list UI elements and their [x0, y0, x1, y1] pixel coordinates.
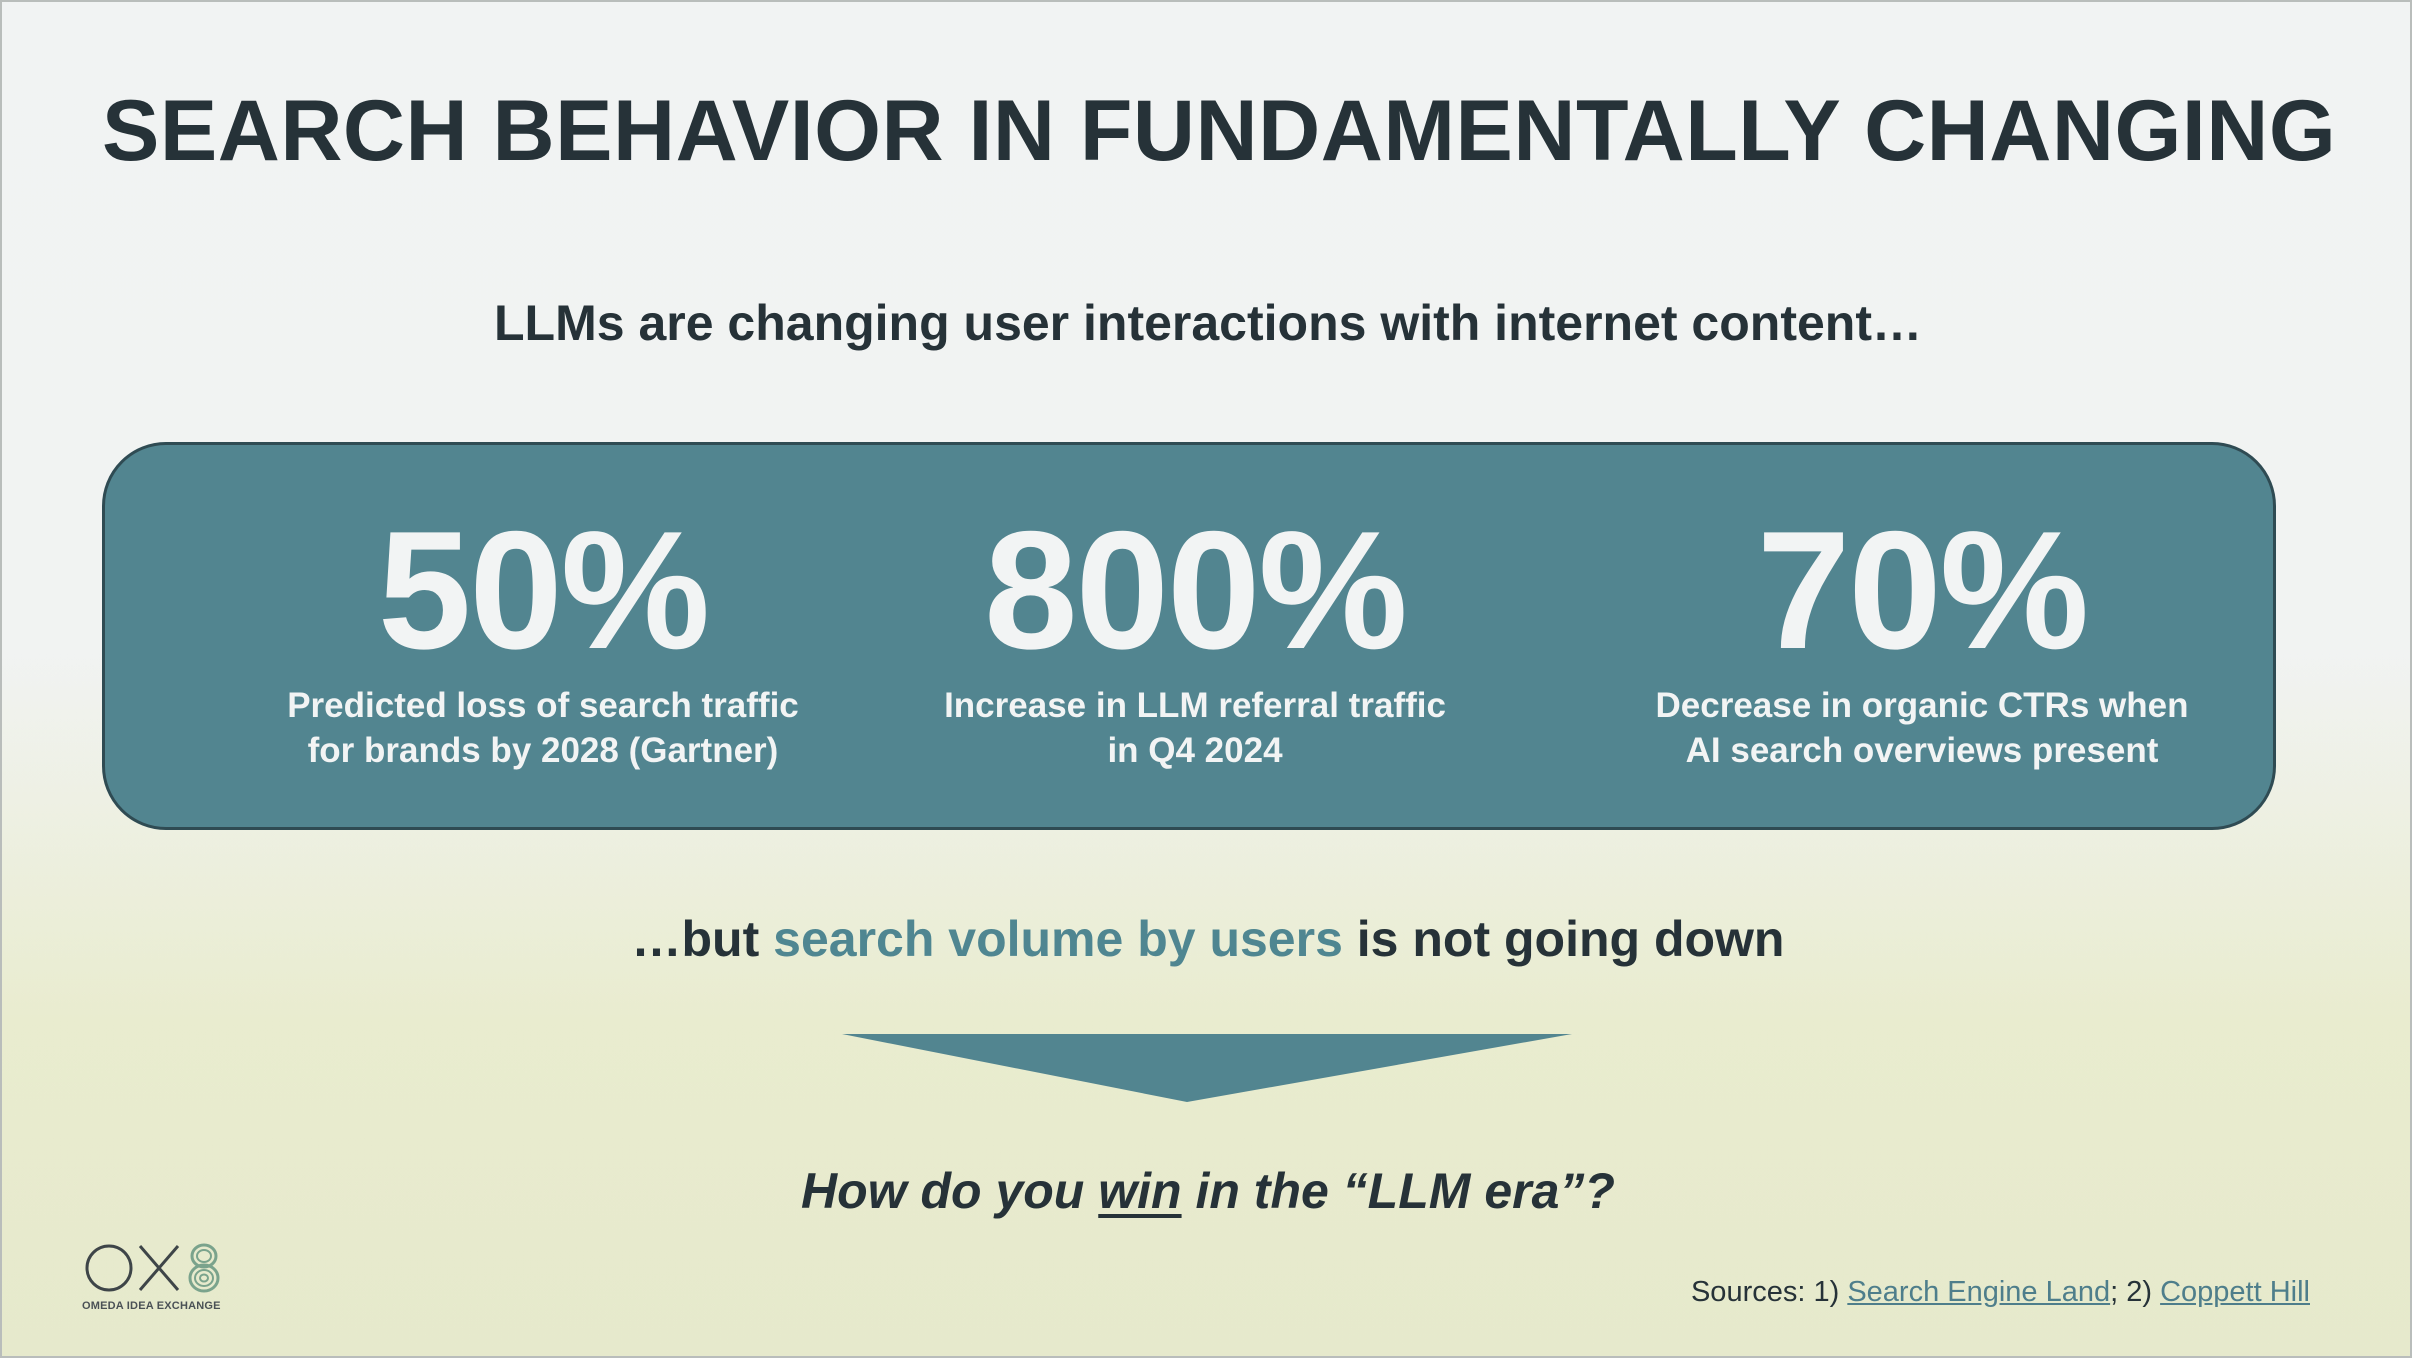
stat-card-search-traffic-loss: 50% Predicted loss of search traffic for…: [233, 445, 853, 773]
sources-label: Sources: 1): [1690, 1276, 1848, 1308]
company-logo: OMEDA IDEA EXCHANGE: [82, 1240, 242, 1320]
slide-subtitle: LLMs are changing user interactions with…: [494, 295, 1922, 351]
stat-value: 70%: [1756, 496, 2089, 684]
stat-description-line: AI search overviews present: [1685, 731, 2159, 770]
stat-description-line: for brands by 2028 (Gartner): [307, 731, 779, 770]
closing-question: How do you win in the “LLM era”?: [2, 1162, 2412, 1220]
stat-description: Predicted loss of search traffic for bra…: [233, 683, 853, 773]
stat-description: Decrease in organic CTRs when AI search …: [1612, 683, 2232, 773]
stats-panel: 50% Predicted loss of search traffic for…: [102, 442, 2276, 830]
tagline: …but search volume by users is not going…: [2, 910, 2412, 968]
down-arrow-icon: [842, 1034, 1572, 1102]
logo-tagline: OMEDA IDEA EXCHANGE: [82, 1300, 221, 1312]
question-emphasis: win: [1098, 1163, 1182, 1219]
slide-title: SEARCH BEHAVIOR IN FUNDAMENTALLY CHANGIN…: [102, 83, 2337, 179]
sources-footnote: Sources: 1) Search Engine Land; 2) Coppe…: [1691, 1276, 2310, 1309]
tagline-prefix: …but: [631, 911, 774, 967]
question-suffix: in the “LLM era”?: [1181, 1163, 1615, 1219]
stat-description-line: in Q4 2024: [1107, 731, 1283, 770]
question-prefix: How do you: [801, 1163, 1099, 1219]
stat-card-organic-ctr-decrease: 70% Decrease in organic CTRs when AI sea…: [1612, 445, 2232, 773]
stat-description: Increase in LLM referral traffic in Q4 2…: [885, 683, 1505, 773]
sources-separator: ; 2): [2110, 1276, 2161, 1308]
ox8-logo-icon: [85, 1243, 220, 1293]
source-link-coppett-hill[interactable]: Coppett Hill: [2160, 1276, 2310, 1308]
stat-value: 50%: [377, 496, 710, 684]
tagline-highlight: search volume by users: [773, 911, 1343, 967]
tagline-suffix: is not going down: [1342, 911, 1785, 967]
stat-description-line: Predicted loss of search traffic: [287, 686, 799, 725]
source-link-search-engine-land[interactable]: Search Engine Land: [1847, 1276, 2111, 1308]
stat-card-llm-referral-increase: 800% Increase in LLM referral traffic in…: [885, 445, 1505, 773]
stat-description-line: Increase in LLM referral traffic: [944, 686, 1446, 725]
stat-value: 800%: [984, 496, 1408, 684]
stat-description-line: Decrease in organic CTRs when: [1655, 686, 2189, 725]
